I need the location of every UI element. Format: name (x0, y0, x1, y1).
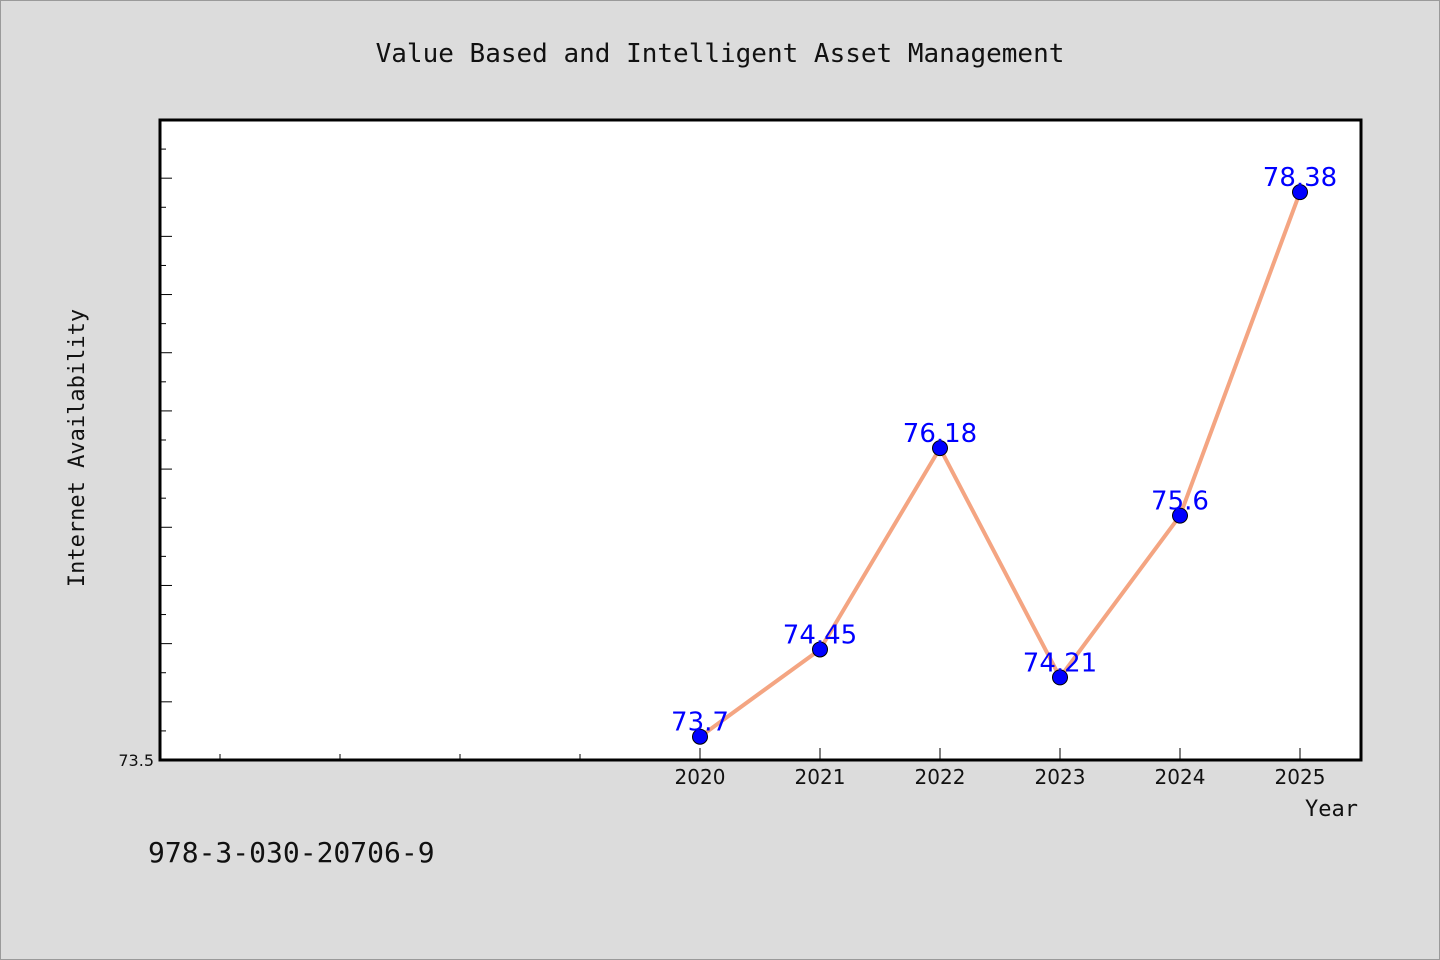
y-axis-label: Internet Availability (65, 309, 90, 587)
y-axis-ticks: 73.5 (118, 148, 172, 770)
data-label: 78.38 (1263, 163, 1337, 193)
series-line-group (698, 191, 1302, 739)
data-point-marker (1172, 507, 1188, 524)
data-point-marker (812, 641, 828, 658)
data-label: 75.6 (1151, 487, 1209, 517)
data-label: 76.18 (903, 419, 977, 449)
data-point-marker (1292, 184, 1308, 201)
series-markers-group (692, 184, 1308, 745)
x-tick-label: 2025 (1275, 765, 1326, 789)
data-label: 74.21 (1023, 648, 1097, 678)
plot-area (158, 118, 1363, 762)
x-axis-label: Year (1305, 797, 1358, 822)
x-tick-label: 2020 (675, 765, 726, 789)
data-point-marker (692, 728, 708, 745)
series-line (698, 191, 1302, 739)
x-tick-label: 2022 (915, 765, 966, 789)
chart-title: Value Based and Intelligent Asset Manage… (376, 39, 1065, 69)
data-point-marker (1052, 669, 1068, 686)
y-tick-label: 73.5 (118, 751, 154, 770)
data-label: 73.7 (671, 708, 729, 738)
x-tick-label: 2024 (1155, 765, 1206, 789)
data-labels-group: 73.7 74.45 76.18 74.21 75.6 78.38 (671, 163, 1337, 738)
x-axis-ticks: 2020 2021 2022 2023 2024 2025 (219, 748, 1326, 789)
isbn-footnote: 978-3-030-20706-9 (148, 836, 435, 869)
x-tick-label: 2023 (1035, 765, 1086, 789)
x-tick-label: 2021 (795, 765, 846, 789)
data-point-marker (932, 440, 948, 457)
data-label: 74.45 (783, 620, 857, 650)
